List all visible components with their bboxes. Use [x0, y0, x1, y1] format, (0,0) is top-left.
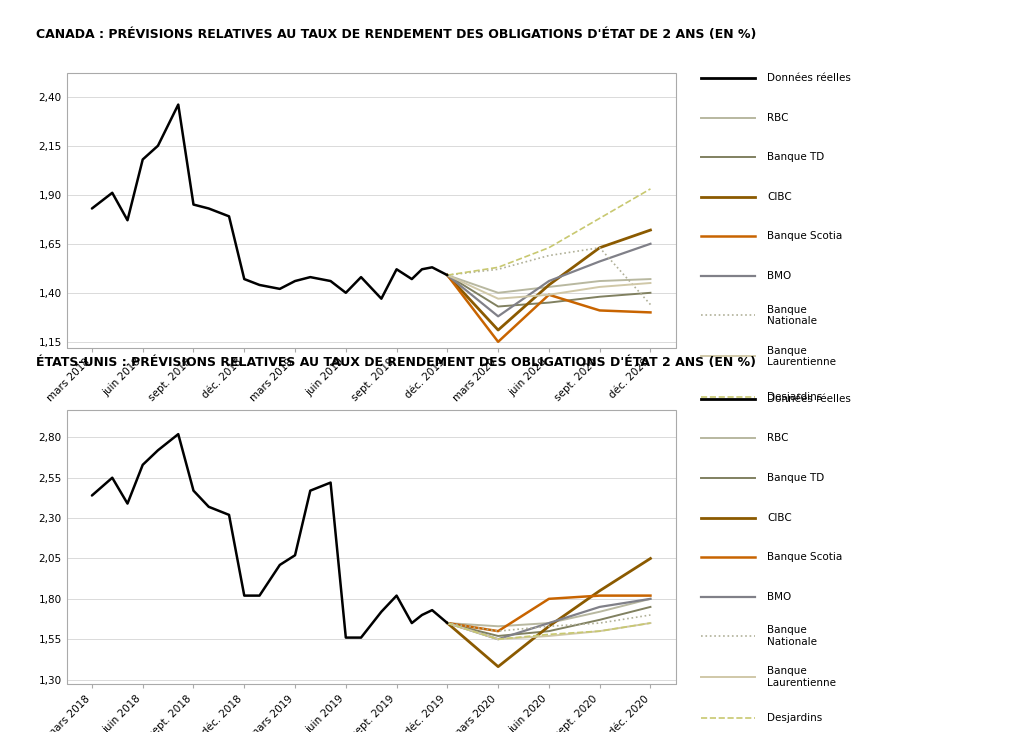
Text: CANADA : PRÉVISIONS RELATIVES AU TAUX DE RENDEMENT DES OBLIGATIONS D'ÉTAT DE 2 A: CANADA : PRÉVISIONS RELATIVES AU TAUX DE… [36, 28, 756, 41]
Text: BMO: BMO [767, 591, 792, 602]
Text: Desjardins: Desjardins [767, 713, 822, 723]
Text: Banque
Nationale: Banque Nationale [767, 305, 817, 326]
Text: Banque
Nationale: Banque Nationale [767, 625, 817, 647]
Text: Données réelles: Données réelles [767, 394, 851, 404]
Text: Banque Scotia: Banque Scotia [767, 552, 842, 562]
Text: CIBC: CIBC [767, 192, 792, 202]
Text: Banque TD: Banque TD [767, 473, 824, 483]
Bar [67, 410, 676, 684]
Text: Banque TD: Banque TD [767, 152, 824, 163]
Text: RBC: RBC [767, 113, 788, 123]
Text: Banque
Laurentienne: Banque Laurentienne [767, 666, 836, 688]
Text: Banque
Laurentienne: Banque Laurentienne [767, 346, 836, 367]
Text: ÉTATS-UNIS : PRÉVISIONS RELATIVES AU TAUX DE RENDEMENT DES OBLIGATIONS D'ÉTAT 2 : ÉTATS-UNIS : PRÉVISIONS RELATIVES AU TAU… [36, 356, 756, 370]
Text: CIBC: CIBC [767, 512, 792, 523]
Bar [67, 73, 676, 348]
Text: Données réelles: Données réelles [767, 73, 851, 83]
Text: RBC: RBC [767, 433, 788, 444]
Text: Desjardins: Desjardins [767, 392, 822, 403]
Text: BMO: BMO [767, 271, 792, 281]
Text: Banque Scotia: Banque Scotia [767, 231, 842, 242]
